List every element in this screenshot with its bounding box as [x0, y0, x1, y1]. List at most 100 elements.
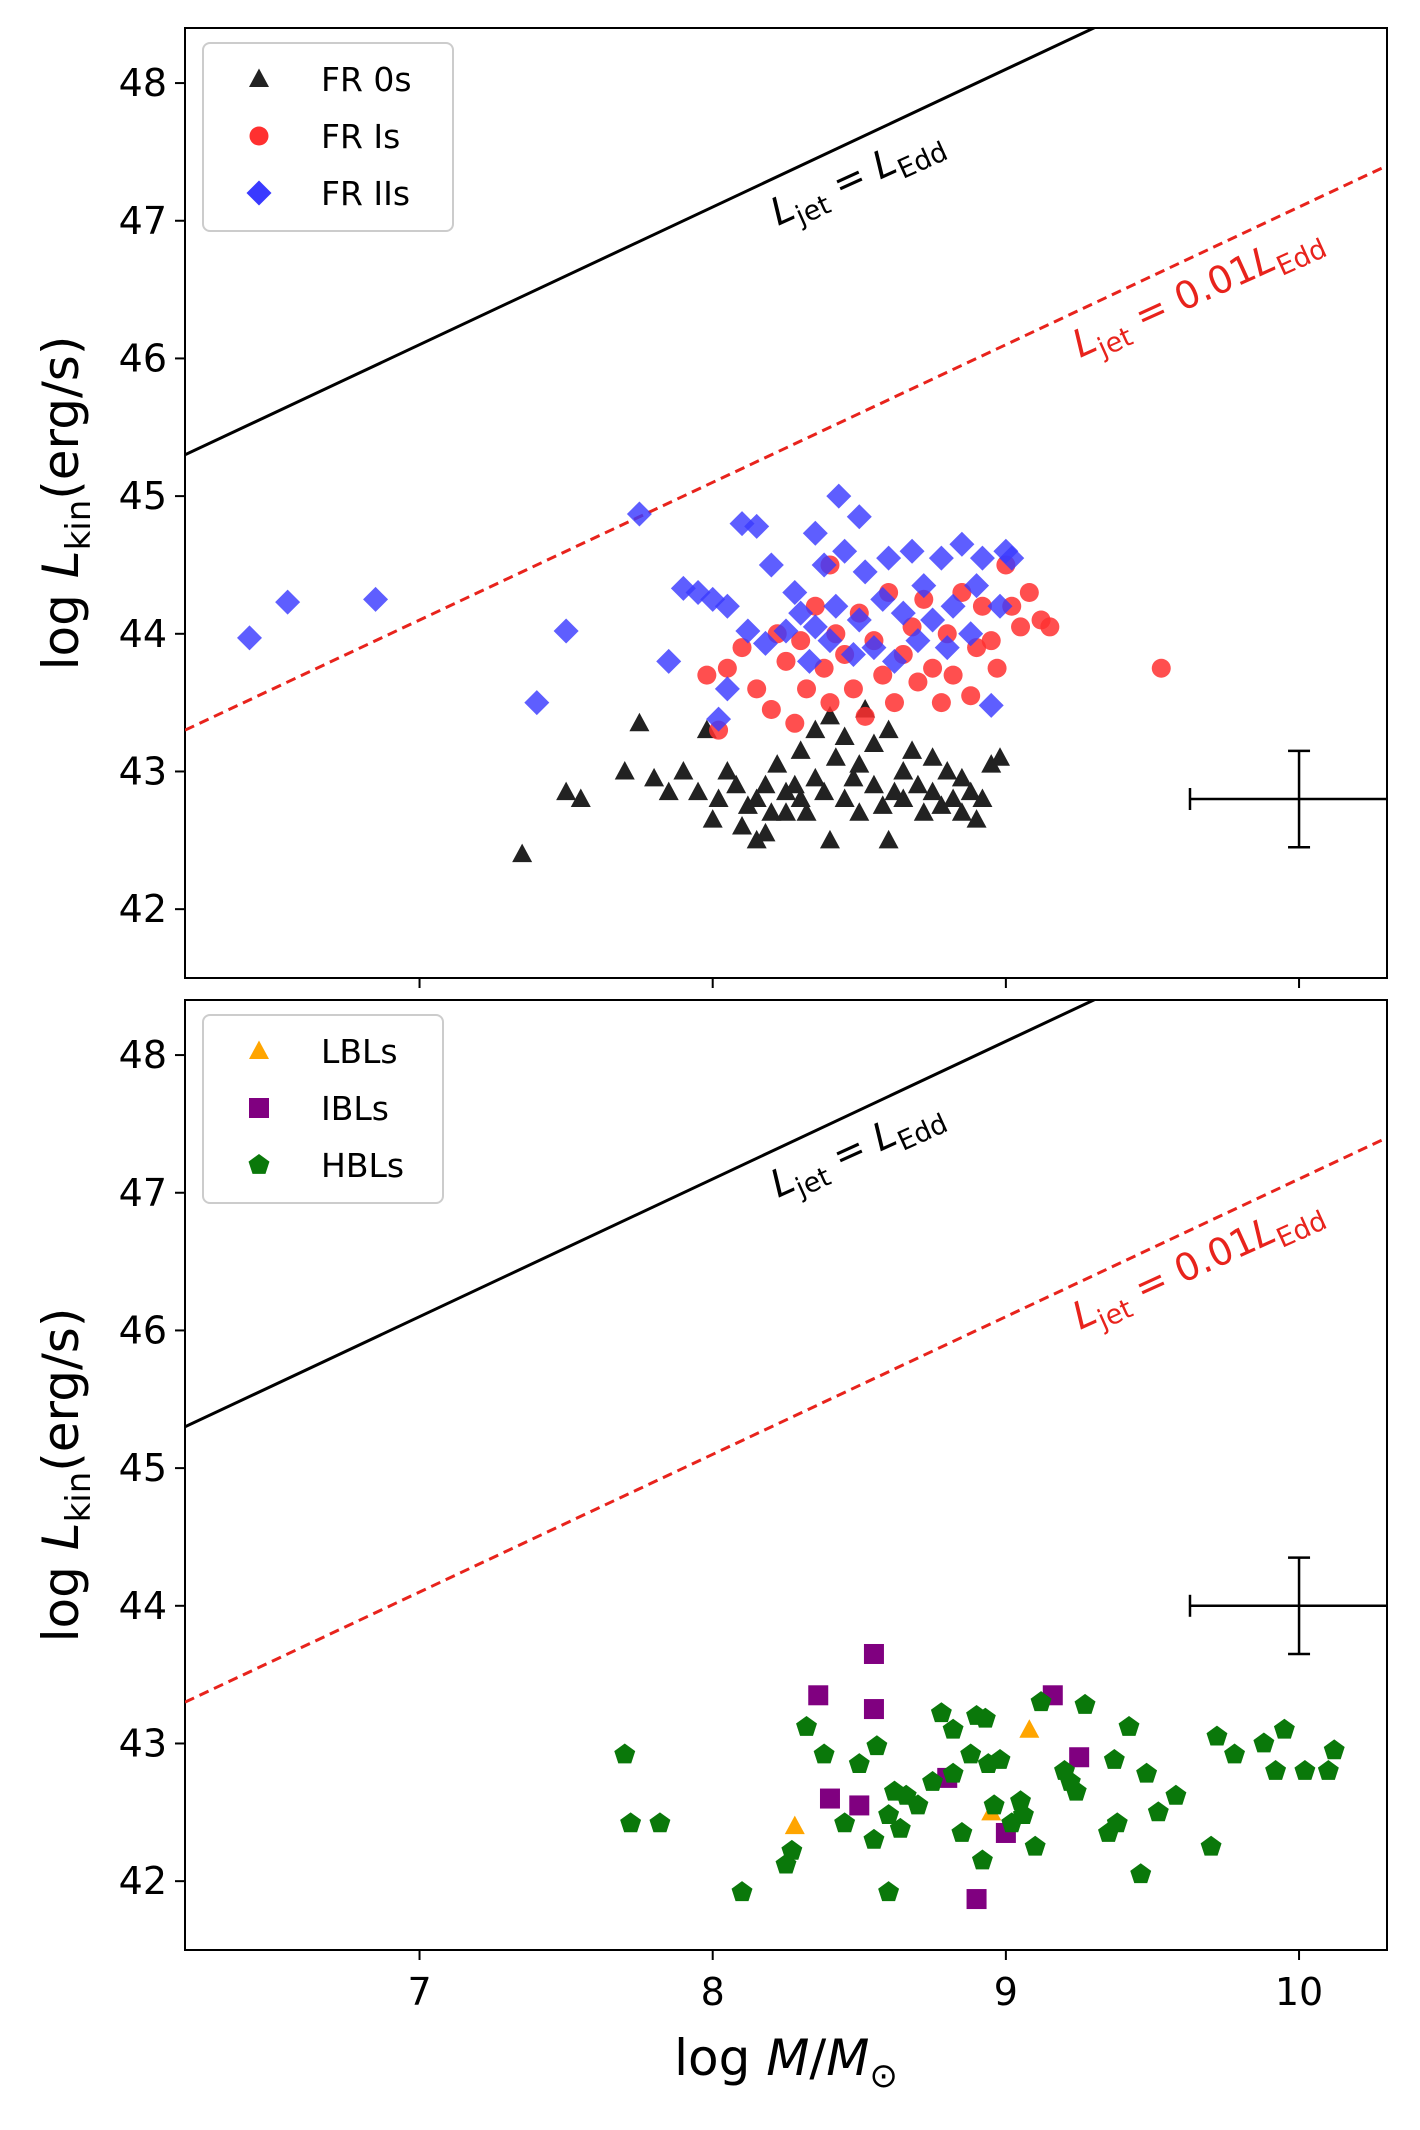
legend-marker — [249, 126, 269, 146]
data-point — [873, 665, 893, 685]
legend-marker — [249, 1098, 269, 1118]
data-point — [866, 1735, 888, 1756]
legend-entry: FR Is — [321, 117, 400, 156]
data-point — [758, 552, 784, 578]
data-point — [878, 829, 899, 849]
top-y-axis-label: log Lkin(erg/s) — [32, 336, 99, 671]
data-point — [708, 788, 729, 808]
data-point — [922, 781, 943, 801]
data-point — [923, 658, 943, 678]
data-point — [943, 665, 963, 685]
data-point — [717, 760, 738, 780]
y-tick-label: 47 — [119, 1171, 167, 1215]
series-ibls — [808, 1643, 1090, 1910]
data-point — [731, 1881, 753, 1902]
legend-marker — [246, 180, 272, 206]
data-point — [969, 545, 995, 571]
legend-entry: IBLs — [321, 1089, 389, 1128]
legend-entry: FR 0s — [321, 60, 412, 99]
y-tick-label: 46 — [119, 336, 167, 380]
data-point — [846, 607, 872, 633]
data-point — [914, 589, 934, 609]
data-point — [626, 501, 652, 527]
data-point — [978, 692, 1004, 718]
data-point — [843, 767, 864, 787]
data-point — [363, 586, 389, 612]
data-point — [761, 700, 781, 720]
y-tick-label: 45 — [119, 474, 167, 518]
data-point — [907, 774, 928, 794]
series-fr-0s — [512, 699, 1011, 863]
data-point — [834, 788, 855, 808]
data-point — [1165, 1784, 1187, 1805]
data-point — [797, 679, 817, 699]
data-point — [832, 538, 858, 564]
data-point — [629, 712, 650, 732]
legend-marker — [249, 1040, 269, 1059]
data-point — [788, 600, 814, 626]
data-point — [814, 781, 835, 801]
data-point — [796, 802, 817, 821]
data-point — [951, 802, 972, 821]
data-point — [911, 573, 937, 599]
data-point — [773, 618, 799, 644]
error-bar — [1188, 749, 1387, 849]
data-point — [1151, 658, 1171, 678]
data-point — [1013, 1804, 1034, 1824]
data-point — [863, 1643, 884, 1664]
data-point — [746, 829, 767, 849]
data-point — [819, 829, 840, 849]
data-point — [893, 760, 914, 780]
data-point — [928, 545, 954, 571]
data-point — [890, 600, 916, 626]
data-point — [1130, 1863, 1152, 1884]
data-point — [878, 719, 899, 739]
data-point — [732, 816, 753, 835]
data-point — [706, 706, 732, 732]
data-point — [999, 545, 1025, 571]
data-point — [960, 1743, 982, 1764]
data-point — [989, 1749, 1011, 1769]
data-point — [656, 648, 682, 674]
data-point — [819, 705, 840, 725]
data-point — [553, 618, 579, 644]
data-point — [826, 483, 852, 509]
y-tick-label: 44 — [119, 1584, 167, 1628]
y-tick-label: 45 — [119, 1446, 167, 1490]
bottom-y-axis-label: log Lkin(erg/s) — [32, 1308, 99, 1643]
data-point — [920, 607, 946, 633]
data-point — [852, 559, 878, 585]
series-hbls — [614, 1691, 1345, 1902]
data-point — [714, 593, 740, 619]
eddington-line — [185, 1000, 1098, 1429]
data-point — [776, 802, 796, 821]
data-point — [907, 1794, 929, 1815]
data-point — [863, 733, 884, 752]
data-point — [1200, 1835, 1222, 1856]
data-point — [1323, 1739, 1345, 1760]
data-point — [863, 1699, 884, 1720]
data-point — [942, 1762, 964, 1783]
data-point — [1010, 1790, 1031, 1811]
data-point — [702, 809, 723, 828]
data-point — [767, 754, 788, 773]
data-point — [649, 1812, 671, 1833]
data-point — [673, 760, 694, 780]
data-point — [1294, 1760, 1316, 1780]
data-point — [752, 630, 778, 656]
x-tick-label: 9 — [994, 1970, 1018, 2014]
data-point — [819, 1788, 840, 1809]
data-point — [781, 1839, 803, 1860]
data-point — [791, 631, 811, 651]
data-point — [931, 795, 952, 814]
data-point — [884, 693, 904, 713]
data-point — [958, 621, 984, 647]
data-point — [981, 631, 1001, 651]
data-point — [717, 658, 737, 678]
data-point — [620, 1812, 642, 1833]
legend-entry: FR IIs — [321, 174, 410, 213]
data-point — [755, 822, 776, 842]
data-point — [802, 614, 828, 640]
y-tick-label: 48 — [119, 61, 167, 105]
data-point — [1317, 1760, 1339, 1780]
